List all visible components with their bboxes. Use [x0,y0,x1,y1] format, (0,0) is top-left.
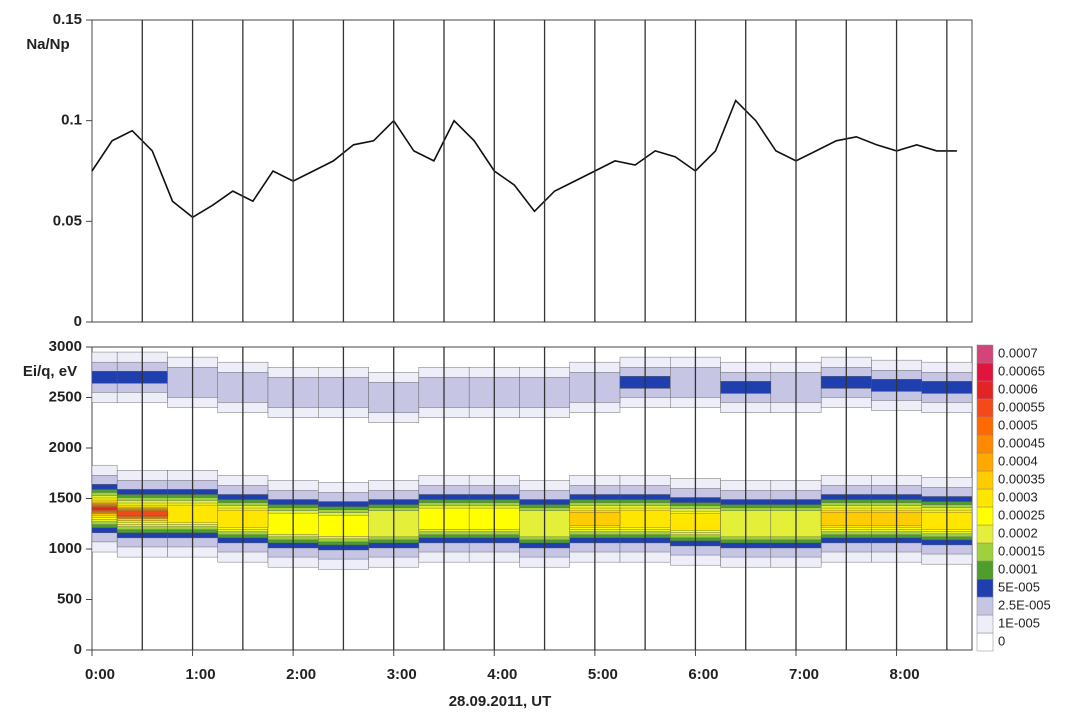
y-tick-label: 2500 [49,388,82,405]
colorbar-label: 0.0007 [998,345,1038,360]
colorbar-label: 0.0002 [998,525,1038,540]
x-tick-label: 0:00 [85,666,115,683]
colorbar-label: 0.00055 [998,399,1045,414]
colorbar-cell [976,614,994,634]
spectral-band [91,507,118,510]
colorbar-cell [976,416,994,436]
colorbar-cell [976,470,994,490]
colorbar-label: 0.00025 [998,507,1045,522]
colorbar-cell [976,506,994,526]
colorbar-cell [976,524,994,544]
top-y-label: Na/Np [26,36,69,53]
x-tick-label: 6:00 [688,666,718,683]
x-tick-label: 2:00 [286,666,316,683]
colorbar-label: 0.00045 [998,435,1045,450]
spectral-band [91,371,118,384]
colorbar-cell [976,434,994,454]
colorbar-cell [976,578,994,598]
colorbar-label: 2.5E-005 [998,597,1051,612]
x-tick-label: 1:00 [186,666,216,683]
colorbar-cell [976,488,994,508]
colorbar-cell [976,542,994,562]
x-tick-label: 7:00 [789,666,819,683]
colorbar-cell [976,362,994,382]
colorbar-cell [976,452,994,472]
colorbar-cell [976,344,994,364]
colorbar-label: 0.00065 [998,363,1045,378]
x-tick-label: 5:00 [588,666,618,683]
colorbar-cell [976,398,994,418]
colorbar-label: 0.00035 [998,471,1045,486]
x-label: 28.09.2011, UT [449,693,552,710]
bottom-y-label: Ei/q, eV [23,363,77,380]
colorbar-cell [976,632,994,652]
x-tick-label: 3:00 [387,666,417,683]
colorbar-label: 0.0006 [998,381,1038,396]
y-tick-label: 0 [74,313,82,330]
colorbar-label: 0.0001 [998,561,1038,576]
y-tick-label: 500 [57,590,82,607]
colorbar-label: 0.0005 [998,417,1038,432]
x-tick-label: 4:00 [487,666,517,683]
ratio-line [91,99,957,219]
colorbar-label: 0.0003 [998,489,1038,504]
colorbar-label: 1E-005 [998,615,1040,630]
colorbar-label: 0.0004 [998,453,1038,468]
y-tick-label: 0.15 [53,11,82,28]
colorbar-cell [976,380,994,400]
colorbar-label: 0 [998,633,1005,648]
y-tick-label: 0.05 [53,212,82,229]
y-tick-label: 1500 [49,489,82,506]
colorbar: 0 1E-005 2.5E-005 5E-005 0.0001 0.00015 0.0002… [976,344,1051,652]
colorbar-label: 5E-005 [998,579,1040,594]
x-tick-label: 8:00 [890,666,920,683]
y-tick-label: 0.1 [61,112,82,129]
colorbar-label: 0.00015 [998,543,1045,558]
y-tick-label: 0 [74,641,82,658]
y-tick-label: 2000 [49,439,82,456]
y-tick-label: 3000 [49,338,82,355]
top-frame [91,19,973,323]
colorbar-cell [976,560,994,580]
colorbar-cell [976,596,994,616]
y-tick-label: 1000 [49,540,82,557]
